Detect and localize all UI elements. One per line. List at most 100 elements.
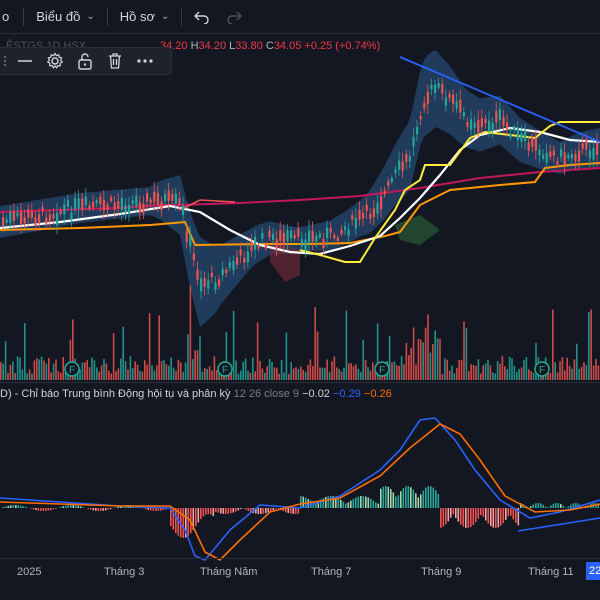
candle-body [462,112,465,117]
macd-histogram-bar [22,506,25,508]
volume-bar [98,371,100,380]
macd-histogram-bar [532,504,535,508]
low-value: 33.80 [235,40,263,52]
candle-body [12,211,15,221]
candle-body [452,94,455,104]
minus-icon[interactable] [10,48,40,74]
x-tick-label: Tháng Năm [200,566,258,578]
volume-bar [124,361,127,380]
trash-icon[interactable] [100,48,130,74]
macd-histogram-bar [585,507,587,508]
event-marker-label: F [69,365,75,376]
volume-bar [36,358,38,380]
candle-body [272,233,275,241]
volume-bar [144,360,146,380]
volume-bar [350,363,352,380]
redo-button[interactable] [218,0,250,34]
more-icon[interactable] [130,48,160,74]
macd-histogram-bar [97,508,100,511]
volume-bar [136,364,139,380]
macd-histogram-bar [90,508,92,510]
gear-icon[interactable] [40,48,70,74]
candle-body [560,149,563,157]
macd-histogram-bar [327,496,330,508]
volume-bar [26,373,28,380]
candle-body [56,212,59,225]
macd-histogram-bar [62,506,65,508]
macd-histogram-bar [217,508,220,513]
candle-body [117,201,120,209]
unlock-icon[interactable] [70,48,100,74]
event-marker: F [374,361,390,377]
event-marker-circle [374,361,390,377]
x-tick-label: Tháng 3 [104,566,145,578]
volume-bar [439,339,441,380]
macd-histogram-bar [250,508,252,513]
volume-bar [38,359,40,380]
macd-histogram-bar [182,508,185,538]
volume-bar [571,368,573,380]
volume-bar [465,328,468,380]
candle-body [275,239,278,249]
volume-bar [513,365,516,380]
undo-button[interactable] [186,0,218,34]
macd-histogram-bar [570,504,572,508]
candle-body [2,217,5,226]
volume-bar [153,370,156,380]
macd-histogram-bar [472,508,475,526]
volume-bar [496,361,499,380]
macd-histogram-bar [552,503,555,508]
macd-histogram-bar [35,508,37,511]
volume-bar [460,360,463,380]
volume-bar [256,322,259,380]
macd-histogram-bar [322,498,325,508]
macd-histogram-bar [540,503,542,508]
toolbar-partial-item[interactable]: o [0,0,19,34]
candle-body [282,232,285,245]
chevron-down-icon: ⌄ [160,11,170,22]
volume-bar [357,368,360,380]
candle-body [106,204,109,211]
macd-histogram-bar [235,508,237,512]
event-marker-circle [534,361,550,377]
profile-menu-button[interactable]: Hồ sơ ⌄ [112,0,178,34]
macd-histogram-bar [452,508,455,515]
macd-histogram-bar [502,508,505,524]
chart-menu-button[interactable]: Biểu đồ ⌄ [28,0,102,34]
volume-bar [448,370,451,380]
volume-bar [427,314,429,380]
macd-histogram-bar [42,508,45,511]
volume-bar [81,362,84,380]
volume-bar [475,365,477,380]
macd-histogram-bar [40,508,42,511]
volume-bar [316,331,319,380]
macd-histogram-bar [285,508,287,513]
macd-histogram-bar [325,496,327,508]
volume-bar [290,362,292,380]
volume-bar [535,342,537,380]
candle-body [189,236,192,247]
macd-histogram-bar [297,508,300,514]
candle-body [41,207,44,211]
volume-bar [583,362,585,380]
candle-body [308,230,311,243]
candle-body [23,217,26,224]
pane-separator[interactable] [0,382,600,383]
macd-histogram-bar [490,508,492,527]
macd-histogram-bar [380,488,382,508]
macd-histogram-bar [50,508,52,510]
volume-bar [561,357,564,380]
macd-histogram-bar [392,492,395,508]
time-axis[interactable]: 2025 Tháng 3 Tháng Năm Tháng 7 Tháng 9 T… [0,558,600,600]
close-value: 34.05 [273,40,302,52]
macd-histogram-bar [115,507,117,508]
candle-body [164,193,167,202]
volume-bar [276,367,278,380]
macd-histogram-bar [177,508,180,536]
macd-title: D) - Chỉ báo Trung bình Động hội tụ và p… [0,388,231,400]
candle-body [563,152,566,165]
volume-bar [355,364,357,380]
grip-icon[interactable] [0,48,10,74]
macd-histogram-bar [530,506,532,508]
